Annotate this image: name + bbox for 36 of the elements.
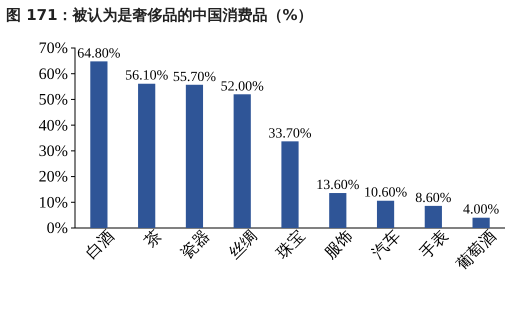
data-label: 64.80% bbox=[77, 46, 121, 62]
x-tick-label: 葡萄酒 bbox=[452, 226, 500, 274]
x-tick-label: 手表 bbox=[416, 226, 452, 262]
bar bbox=[376, 200, 394, 228]
y-tick-label: 60% bbox=[38, 66, 68, 83]
x-tick-label: 珠宝 bbox=[272, 226, 309, 262]
y-tick-label: 40% bbox=[38, 117, 68, 134]
bar bbox=[138, 84, 156, 228]
bar bbox=[329, 193, 346, 228]
y-tick-label: 0% bbox=[46, 220, 68, 238]
data-label: 56.10% bbox=[125, 68, 169, 84]
bar bbox=[472, 218, 490, 228]
x-tick-label: 瓷器 bbox=[176, 226, 213, 262]
y-tick-label: 50% bbox=[38, 92, 68, 109]
data-label: 13.60% bbox=[316, 178, 360, 194]
data-label: 55.70% bbox=[172, 70, 216, 85]
x-tick-label: 服饰 bbox=[320, 226, 356, 262]
data-label: 4.00% bbox=[463, 202, 500, 218]
y-tick-label: 30% bbox=[38, 142, 68, 160]
x-tick-label: 茶 bbox=[140, 226, 166, 252]
data-label: 10.60% bbox=[364, 186, 408, 201]
y-tick-label: 20% bbox=[38, 168, 68, 186]
x-tick-label: 丝绸 bbox=[224, 226, 261, 262]
bar bbox=[186, 84, 204, 228]
y-tick-label: 70% bbox=[38, 40, 68, 58]
data-label: 33.70% bbox=[268, 126, 312, 142]
data-label: 8.60% bbox=[415, 190, 452, 206]
x-tick-label: 白酒 bbox=[81, 226, 118, 262]
bar bbox=[281, 141, 299, 228]
bar bbox=[234, 94, 251, 228]
bar bbox=[90, 61, 108, 228]
y-tick-label: 10% bbox=[38, 194, 68, 212]
data-label: 52.00% bbox=[220, 79, 264, 94]
chart-title: 图 171：被认为是奢侈品的中国消费品（%） bbox=[6, 6, 313, 24]
x-tick-label: 汽车 bbox=[368, 226, 404, 262]
bar bbox=[424, 206, 442, 228]
